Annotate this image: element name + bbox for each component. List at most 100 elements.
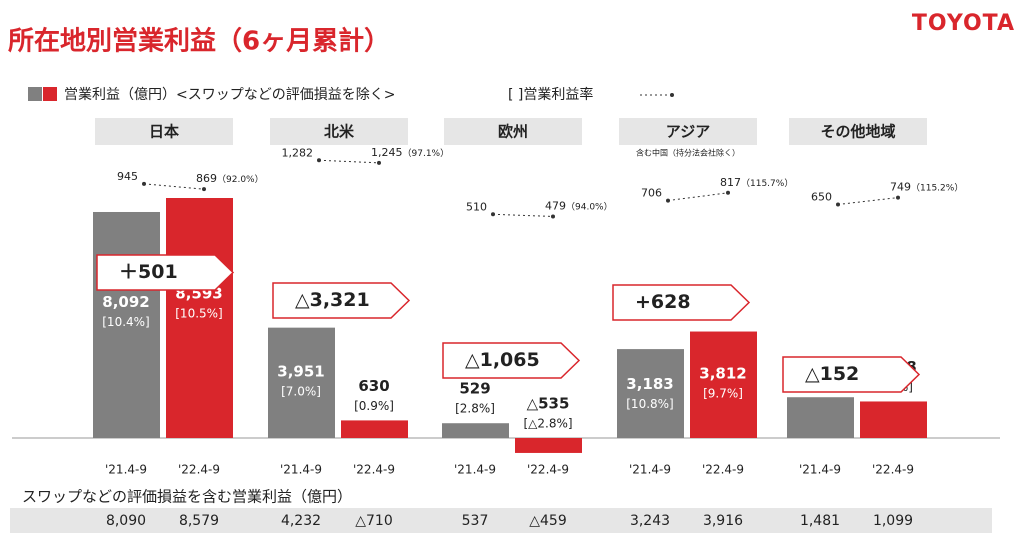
volume-point xyxy=(666,198,670,203)
period-label: '21.4-9 xyxy=(799,463,841,477)
change-callout xyxy=(442,342,581,379)
bar xyxy=(860,401,927,438)
value-label: 3,951 xyxy=(277,362,324,380)
table-title: スワップなどの評価損益を含む営業利益（億円） xyxy=(22,488,352,506)
table-cell: 3,243 xyxy=(630,513,670,529)
region-header xyxy=(270,118,408,145)
volume-value: 869 xyxy=(196,172,217,185)
legend-label: 営業利益（億円）<スワップなどの評価損益を除く> xyxy=(64,87,395,103)
bar xyxy=(93,211,160,438)
bar xyxy=(166,198,233,438)
volume-point xyxy=(377,160,381,165)
margin-label: [7.0%] xyxy=(281,384,321,398)
change-callout xyxy=(96,254,235,291)
volume-label: 650 xyxy=(811,191,832,204)
volume-line xyxy=(667,192,729,202)
value-label: 3,183 xyxy=(626,375,673,393)
change-callout xyxy=(782,356,921,393)
region-label: その他地域 xyxy=(820,123,895,141)
volume-point xyxy=(896,195,900,200)
table-cell: △710 xyxy=(355,513,393,529)
period-label: '22.4-9 xyxy=(872,463,914,477)
value-label: 3,812 xyxy=(699,365,746,383)
chart-title: 所在地別営業利益（6ヶ月累計） xyxy=(8,26,390,57)
bar xyxy=(515,438,582,453)
volume-label: 749（115.2%） xyxy=(890,181,963,194)
legend-label: [ ]営業利益率 xyxy=(508,86,593,103)
volume-label: 510 xyxy=(466,200,487,213)
volume-ratio: （97.1%） xyxy=(403,147,450,158)
volume-point xyxy=(726,190,730,195)
volume-point xyxy=(317,158,321,163)
change-label: ＋501 xyxy=(119,261,178,283)
volume-label: 706 xyxy=(641,187,662,200)
bar xyxy=(341,420,408,438)
volume-label: 1,282 xyxy=(282,146,314,159)
region-label: アジア xyxy=(666,123,710,141)
legend-swatch xyxy=(43,87,57,101)
margin-label: [△2.8%] xyxy=(523,417,572,431)
bar xyxy=(617,349,684,438)
volume-label: 479（94.0%） xyxy=(545,199,613,212)
table-cell: 8,579 xyxy=(179,513,219,529)
change-callout xyxy=(272,282,411,319)
region-header xyxy=(95,118,233,145)
volume-line xyxy=(492,213,554,217)
region-header xyxy=(619,118,757,145)
period-label: '21.4-9 xyxy=(629,463,671,477)
margin-label: [2.8%] xyxy=(455,402,495,416)
table-cell: 537 xyxy=(462,513,489,529)
volume-ratio: （94.0%） xyxy=(566,201,613,212)
bar xyxy=(690,331,757,438)
change-label: △152 xyxy=(805,363,859,385)
table-cell: 4,232 xyxy=(281,513,321,529)
margin-label: [10.5%] xyxy=(175,307,222,321)
volume-line xyxy=(143,183,205,190)
value-label: 529 xyxy=(459,380,490,398)
volume-label: 945 xyxy=(117,170,138,183)
table-cell: 1,481 xyxy=(800,513,840,529)
volume-value: 479 xyxy=(545,199,566,212)
volume-line xyxy=(837,197,899,205)
region-note: 含む中国（持分法会社除く） xyxy=(636,148,740,158)
bar xyxy=(442,423,509,438)
volume-ratio: （115.2%） xyxy=(911,182,963,193)
volume-point xyxy=(836,202,840,207)
volume-ratio: （115.7%） xyxy=(741,177,793,188)
change-label: △3,321 xyxy=(295,289,370,311)
region-label: 日本 xyxy=(149,123,179,141)
period-label: '21.4-9 xyxy=(454,463,496,477)
margin-label: [9.7%] xyxy=(703,387,743,401)
brand-logo: TOYOTA xyxy=(912,11,1015,36)
volume-point xyxy=(551,214,555,219)
change-callout xyxy=(612,284,751,321)
period-label: '22.4-9 xyxy=(702,463,744,477)
volume-point xyxy=(491,212,495,217)
region-header xyxy=(444,118,582,145)
change-label: △1,065 xyxy=(465,349,540,371)
table-cell: 8,090 xyxy=(106,513,146,529)
value-label: 8,092 xyxy=(102,293,149,311)
margin-label: [10.8%] xyxy=(626,397,673,411)
period-label: '22.4-9 xyxy=(178,463,220,477)
volume-point xyxy=(202,187,206,192)
volume-value: 817 xyxy=(720,176,741,189)
volume-value: 1,245 xyxy=(371,146,403,159)
period-label: '22.4-9 xyxy=(353,463,395,477)
volume-label: 869（92.0%） xyxy=(196,172,264,185)
change-label: +628 xyxy=(635,291,691,313)
region-label: 北米 xyxy=(324,123,355,141)
margin-label: [10.4%] xyxy=(102,315,149,329)
volume-label: 1,245（97.1%） xyxy=(371,146,449,159)
period-label: '22.4-9 xyxy=(527,463,569,477)
volume-point xyxy=(142,181,146,186)
table-row xyxy=(10,508,992,533)
legend-marker xyxy=(670,93,674,97)
bar xyxy=(787,397,854,438)
volume-ratio: （92.0%） xyxy=(217,174,264,185)
table-cell: 1,099 xyxy=(873,513,913,529)
period-label: '21.4-9 xyxy=(280,463,322,477)
region-header xyxy=(789,118,927,145)
